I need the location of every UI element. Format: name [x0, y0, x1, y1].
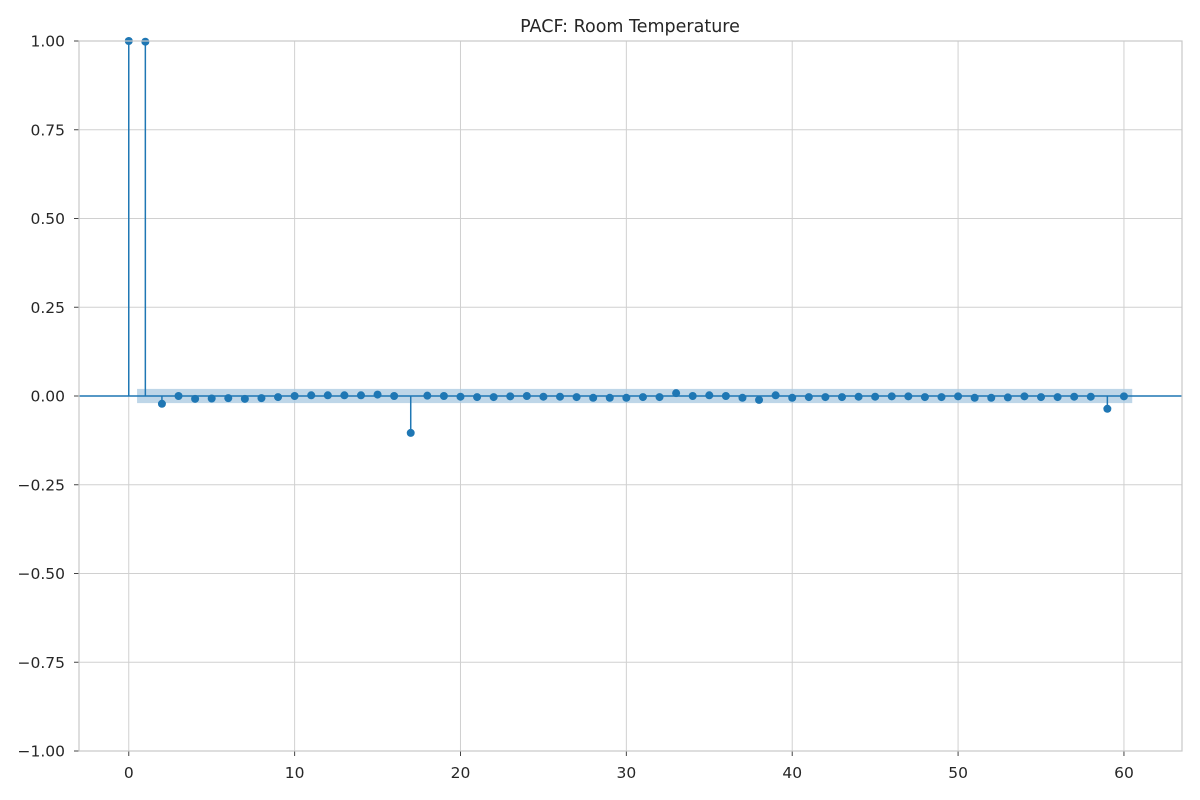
y-tick-label: 1.00: [30, 33, 65, 51]
stem-marker: [274, 393, 283, 402]
y-tick-label: −0.25: [18, 476, 66, 494]
stem-marker: [871, 392, 880, 401]
stem-marker: [672, 389, 681, 398]
x-tick-label: 0: [124, 764, 134, 782]
stem-marker: [224, 394, 233, 403]
stem-marker: [1053, 393, 1062, 402]
stem-marker: [688, 392, 697, 400]
tick-labels: 0 10 20 30 40 50 60 1.00 0.75 0.50 0.25 0.00 −0.25 −0…: [18, 33, 1134, 783]
stem-marker: [1003, 393, 1012, 402]
stem-marker: [1070, 392, 1079, 401]
stem-marker: [390, 392, 399, 400]
stem-marker: [157, 399, 166, 408]
stem-marker: [257, 394, 266, 403]
plot-frame: [78, 40, 1183, 752]
stem-marker: [1086, 392, 1095, 401]
y-tick-label: 0.50: [30, 210, 65, 228]
chart-title: PACF: Room Temperature: [520, 17, 740, 37]
stem-marker: [290, 392, 299, 400]
stem-marker: [423, 391, 432, 400]
stem-marker: [522, 392, 531, 400]
stem-marker: [1020, 392, 1029, 401]
stem-marker: [605, 393, 614, 402]
stem-marker: [887, 392, 896, 401]
stem-marker: [572, 393, 581, 402]
stem-marker: [655, 393, 664, 402]
x-tick-label: 60: [1114, 764, 1134, 782]
stem-marker: [323, 391, 332, 400]
stem-marker: [556, 392, 565, 401]
stem-marker: [174, 392, 183, 400]
stem-marker: [240, 394, 249, 403]
stem-marker: [638, 393, 647, 402]
x-tick-label: 30: [616, 764, 636, 782]
stem-marker: [340, 391, 349, 400]
stem-marker: [721, 392, 730, 400]
stem-marker: [854, 392, 863, 401]
stem-marker: [589, 393, 598, 402]
stem-marker: [307, 391, 316, 400]
stem-marker: [473, 393, 482, 402]
stem-marker: [1103, 404, 1112, 413]
stem-marker: [1037, 393, 1046, 402]
stem-marker: [705, 391, 714, 400]
stem-marker: [837, 393, 846, 402]
stem-marker: [788, 393, 797, 402]
stem-marker: [970, 393, 979, 402]
stem-marker: [821, 393, 830, 402]
stem-marker: [439, 392, 448, 400]
stem-marker: [373, 390, 382, 399]
markers: [124, 37, 1128, 437]
stem-marker: [489, 393, 498, 402]
stem-marker: [771, 391, 780, 400]
stem-marker: [904, 392, 913, 401]
y-tick-label: −1.00: [18, 743, 66, 761]
stem-marker: [622, 393, 631, 402]
stem-marker: [738, 393, 747, 402]
stem-marker: [141, 37, 150, 46]
stem-marker: [755, 395, 764, 404]
stem-marker: [1119, 392, 1128, 401]
stem-marker: [191, 394, 200, 403]
stem-marker: [920, 393, 929, 402]
y-tick-label: 0.00: [30, 388, 65, 406]
stem-marker: [207, 394, 216, 403]
y-tick-label: −0.50: [18, 565, 66, 583]
stem-marker: [506, 392, 515, 401]
stem-marker: [987, 393, 996, 402]
y-tick-label: −0.75: [18, 654, 66, 672]
stem-marker: [356, 391, 365, 400]
stem-marker: [937, 393, 946, 402]
x-tick-label: 20: [451, 764, 471, 782]
stem-marker: [456, 392, 465, 401]
stem-marker: [804, 393, 813, 402]
y-tick-label: 0.25: [30, 299, 65, 317]
y-tick-label: 0.75: [30, 121, 65, 139]
stem-marker: [954, 392, 963, 401]
x-tick-label: 50: [948, 764, 968, 782]
stem-marker: [406, 428, 415, 437]
stem-marker: [539, 392, 548, 401]
x-tick-label: 10: [285, 764, 305, 782]
x-tick-label: 40: [782, 764, 802, 782]
